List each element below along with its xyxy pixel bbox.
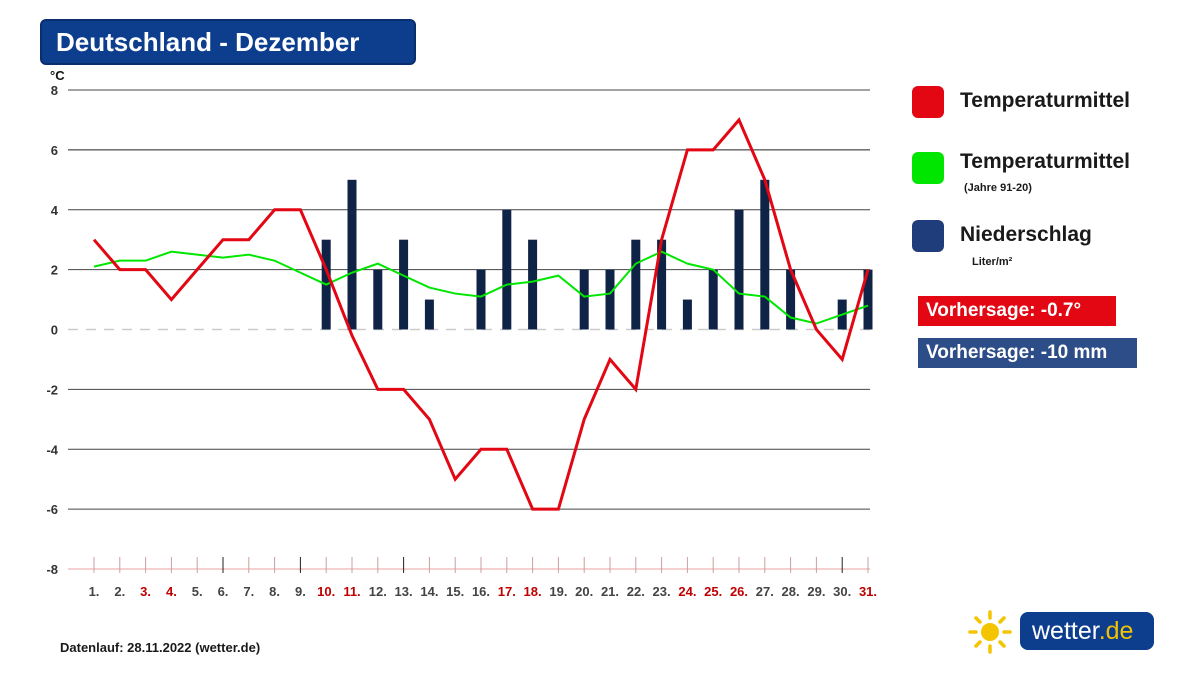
x-tick-label: 10. [317,584,335,599]
x-tick-label: 22. [627,584,645,599]
legend-swatch-temperature [912,86,944,118]
x-tick-label: 11. [343,584,360,599]
y-tick-label: 4 [51,203,59,218]
x-tick-label: 24. [678,584,696,599]
precip-bar [476,269,486,330]
datenlauf-note: Datenlauf: 28.11.2022 (wetter.de) [60,640,261,655]
precip-bar [528,239,538,330]
precip-bar [399,239,409,330]
x-tick-label: 6. [218,584,229,599]
y-tick-label: -2 [46,382,58,397]
x-tick-label: 13. [395,584,413,599]
series-line-temperature [92,117,870,511]
x-tick-label: 28. [782,584,800,599]
precip-bar [347,179,357,330]
x-tick-label: 16. [472,584,490,599]
x-tick-label: 29. [807,584,825,599]
precip-bar [502,209,512,330]
series-line-temperature-normal [93,250,869,325]
x-tick-label: 12. [369,584,387,599]
x-tick-label: 25. [704,584,722,599]
x-tick-label: 17. [498,584,516,599]
x-tick-label: 15. [446,584,464,599]
logo-wordmark: wetter.de [1020,612,1154,650]
x-tick-label: 5. [192,584,203,599]
y-tick-label: 2 [51,263,58,278]
legend-label-precipitation: Niederschlag [960,223,1092,246]
precip-bar [863,269,873,330]
page-title: Deutschland - Dezember [40,19,416,65]
precip-bar [682,299,692,330]
legend-sublabel-temperature-normal: (Jahre 91-20) [964,182,1032,194]
precip-bar [373,269,383,330]
precip-bar [579,269,589,330]
x-tick-label: 30. [833,584,851,599]
x-tick-label: 31. [859,584,877,599]
x-tick-label: 9. [295,584,306,599]
wetter-de-logo[interactable]: wetter.de [966,610,1156,654]
precip-bar [657,239,667,330]
precip-bar [760,179,770,330]
x-tick-label: 1. [89,584,100,599]
x-tick-label: 18. [524,584,542,599]
x-tick-label: 27. [756,584,774,599]
logo-word: wetter [1032,617,1099,645]
precip-bar [631,239,641,330]
y-tick-label: -8 [46,562,58,577]
x-tick-label: 23. [653,584,671,599]
x-tick-label: 4. [166,584,177,599]
y-tick-label: 6 [51,143,58,158]
forecast-precipitation-badge: Vorhersage: -10 mm [918,338,1137,368]
x-tick-label: 8. [269,584,280,599]
forecast-temperature-badge: Vorhersage: -0.7° [918,296,1116,326]
precip-bar [605,269,615,330]
y-tick-label: 8 [51,83,58,98]
y-tick-label: 0 [51,323,58,338]
precip-bar [734,209,744,330]
legend-swatch-precipitation [912,220,944,252]
legend-label-temperature-normal: Temperaturmittel [960,150,1130,173]
x-tick-label: 26. [730,584,748,599]
sun-icon [968,610,1012,654]
x-tick-label: 19. [549,584,567,599]
x-tick-label: 7. [243,584,254,599]
precip-bar [424,299,434,330]
precip-bar [786,269,796,330]
y-tick-label: -4 [46,442,58,457]
x-tick-label: 3. [140,584,151,599]
x-tick-label: 2. [114,584,125,599]
x-tick-label: 21. [601,584,619,599]
precip-bar [708,269,718,330]
y-axis-unit: °C [50,68,65,83]
x-tick-label: 14. [420,584,438,599]
y-tick-label: -6 [46,502,58,517]
legend-sublabel-precipitation: Liter/m² [972,256,1013,268]
legend-swatch-temperature-normal [912,152,944,184]
logo-tld: .de [1098,617,1134,645]
legend-label-temperature: Temperaturmittel [960,89,1130,112]
x-tick-label: 20. [575,584,593,599]
